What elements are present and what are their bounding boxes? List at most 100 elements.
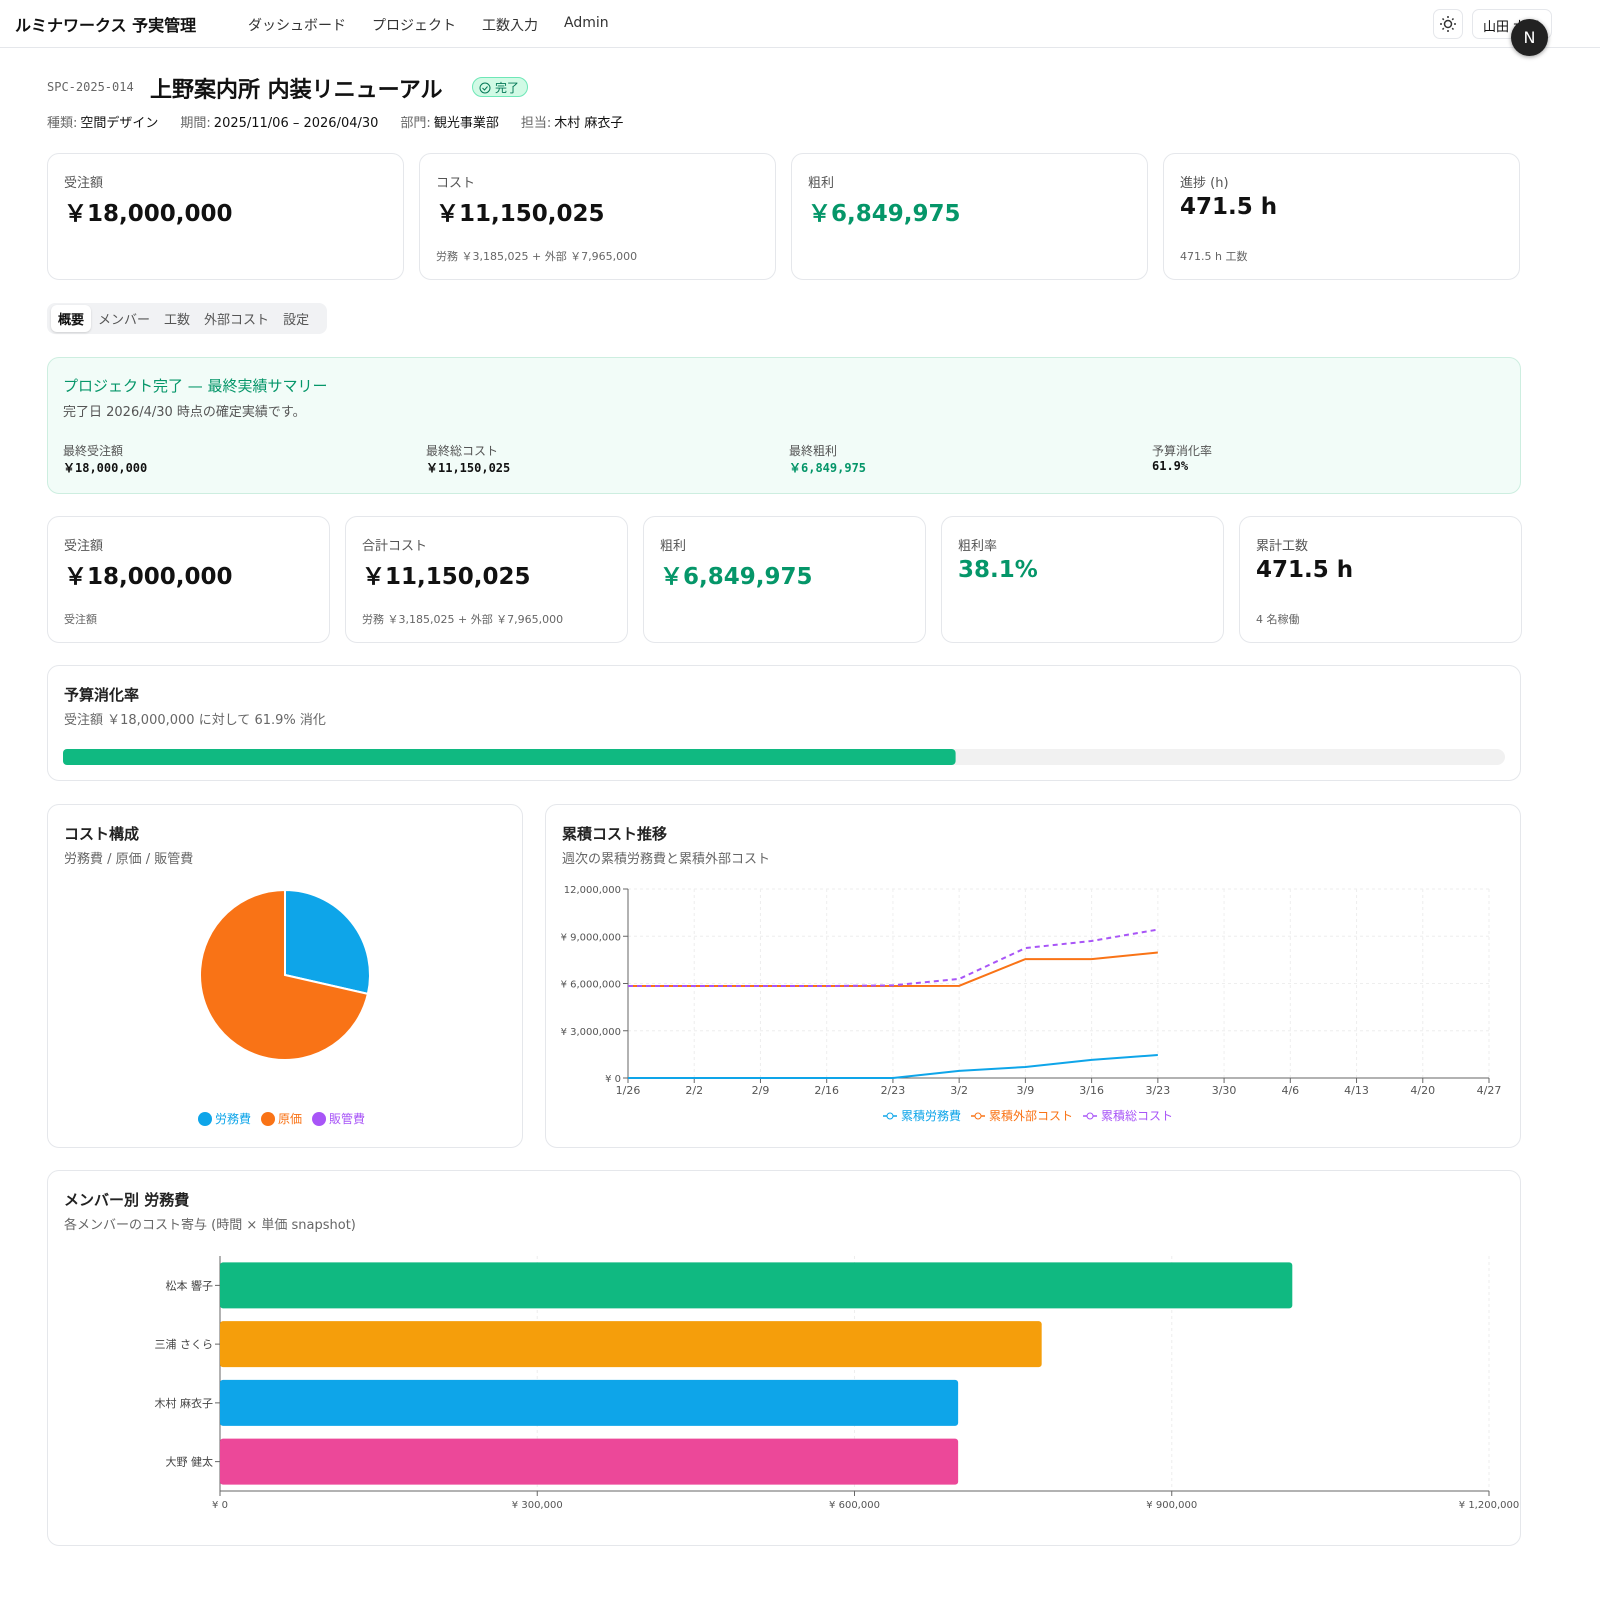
kpi-label: 進捗 (h): [1180, 176, 1229, 191]
line-card: 累積コスト推移 週次の累積労務費と累積外部コスト ¥ 0 ¥ 3,000,000 ¥…: [545, 804, 1521, 1148]
tab[interactable]: 設定: [283, 313, 310, 328]
sun-icon: [1440, 16, 1456, 32]
kpi-note: 4 名稼働: [1256, 613, 1300, 626]
project-title: 上野案内所 内装リニューアル: [150, 78, 443, 103]
bar: [220, 1321, 1042, 1368]
summary-panel: プロジェクト完了 — 最終実績サマリー 完了日 2026/4/30 時点の確定実…: [47, 357, 1521, 494]
kpi-label: 粗利率: [958, 539, 998, 554]
project-meta: 種類: 空間デザイン 期間: 2025/11/06 – 2026/04/30 部門: 観光…: [47, 112, 623, 131]
x-tick-label: ¥ 600,000: [829, 1500, 880, 1511]
budget-bar: [63, 749, 1505, 765]
summary-value: ￥6,849,975: [789, 461, 867, 475]
kpi-card: 累計工数 471.5 h 4 名稼働: [1239, 516, 1522, 643]
nav-bar: ルミナワークス 予実管理 ダッシュボード プロジェクト 工数入力 Admin 山田 太…: [0, 0, 1600, 56]
tab[interactable]: 外部コスト: [204, 313, 270, 328]
kpi-label: 粗利: [808, 176, 835, 191]
bar: [220, 1262, 1293, 1309]
kpi-value: 471.5 h: [1256, 557, 1354, 583]
kpi-card: 粗利率 38.1%: [941, 516, 1224, 643]
meta-item: 担当: 木村 麻衣子: [521, 112, 624, 131]
x-tick-label: 2/16: [814, 1084, 839, 1097]
tab[interactable]: 工数: [164, 313, 191, 328]
legend-label: 累積労務費: [901, 1108, 961, 1123]
kpi-note: 労務 ￥3,185,025 + 外部 ￥7,965,000: [436, 250, 638, 263]
kpi-card: 合計コスト ￥11,150,025 労務 ￥3,185,025 + 外部 ￥7,96…: [345, 516, 628, 643]
kpi-value: 38.1%: [958, 557, 1038, 583]
budget-subtitle: 受注額 ￥18,000,000 に対して 61.9% 消化: [64, 713, 326, 728]
nav-link[interactable]: ダッシュボード: [248, 18, 346, 34]
chart-title: コスト構成: [64, 825, 140, 843]
meta-label: 部門:: [400, 116, 431, 131]
x-tick-label: ¥ 0: [212, 1500, 228, 1511]
chart-subtitle: 労務費 / 原価 / 販管費: [64, 852, 194, 867]
status-text: 完了: [495, 81, 520, 95]
tab[interactable]: 概要: [51, 305, 92, 332]
kpi-label: 粗利: [660, 539, 687, 554]
x-tick-label: 3/16: [1079, 1084, 1104, 1097]
kpi-value: ￥11,150,025: [362, 564, 531, 590]
brand[interactable]: ルミナワークス 予実管理: [15, 16, 197, 35]
tab-bar: 概要 メンバー 工数 外部コスト 設定: [47, 303, 327, 334]
meta-value: 木村 麻衣子: [554, 116, 624, 131]
meta-value: 2025/11/06 – 2026/04/30: [213, 116, 379, 131]
x-tick-label: 3/30: [1212, 1084, 1237, 1097]
legend-dot: [886, 1112, 894, 1120]
meta-item: 種類: 空間デザイン: [47, 112, 158, 131]
y-tick-label: ¥ 9,000,000: [561, 932, 621, 943]
chart-title: メンバー別 労務費: [64, 1191, 190, 1209]
kpi-note: 471.5 h 工数: [1180, 250, 1248, 263]
meta-value: 空間デザイン: [80, 116, 159, 131]
nav-link[interactable]: 工数入力: [482, 18, 538, 34]
x-tick-label: ¥ 900,000: [1146, 1500, 1197, 1511]
kpi-label: 受注額: [64, 176, 104, 191]
legend-label: 累積総コスト: [1101, 1108, 1173, 1123]
nav-link[interactable]: Admin: [564, 15, 609, 31]
pie-card: コスト構成 労務費 / 原価 / 販管費 労務費 原価 販管費: [47, 804, 523, 1148]
meta-label: 期間:: [180, 116, 211, 131]
meta-item: 部門: 観光事業部: [400, 112, 498, 131]
x-tick-label: 4/6: [1281, 1084, 1299, 1097]
budget-card: 予算消化率 受注額 ￥18,000,000 に対して 61.9% 消化: [47, 665, 1521, 781]
legend-swatch: [198, 1112, 212, 1126]
kpi-card: コスト ￥11,150,025 労務 ￥3,185,025 + 外部 ￥7,965,…: [419, 153, 776, 280]
status-badge: 完了: [472, 77, 529, 97]
avatar[interactable]: N: [1511, 19, 1548, 56]
summary-value: ￥18,000,000: [63, 461, 148, 475]
nav-link[interactable]: プロジェクト: [372, 18, 456, 34]
series-line: [628, 1054, 1158, 1079]
tab[interactable]: メンバー: [98, 313, 151, 328]
x-tick-label: 4/27: [1477, 1084, 1502, 1097]
y-tick-label: 松本 響子: [166, 1278, 214, 1292]
kpi-value: ￥6,849,975: [808, 201, 961, 227]
bar: [220, 1379, 959, 1426]
y-tick-label: 大野 健太: [166, 1455, 214, 1469]
chart-subtitle: 各メンバーのコスト寄与 (時間 × 単価 snapshot): [64, 1218, 356, 1233]
x-tick-label: 3/2: [950, 1084, 968, 1097]
x-tick-label: 2/2: [685, 1084, 703, 1097]
kpi-card: 受注額 ￥18,000,000 受注額: [47, 516, 330, 643]
summary-value: 61.9%: [1152, 459, 1189, 473]
kpi-value: ￥18,000,000: [64, 564, 233, 590]
kpi-value: ￥6,849,975: [660, 564, 813, 590]
y-tick-label: 12,000,000: [564, 885, 621, 896]
x-tick-label: 4/20: [1410, 1084, 1435, 1097]
kpi-note: 労務 ￥3,185,025 + 外部 ￥7,965,000: [362, 613, 564, 626]
theme-toggle[interactable]: [1433, 9, 1463, 39]
bar-card: メンバー別 労務費 各メンバーのコスト寄与 (時間 × 単価 snapshot)…: [47, 1170, 1521, 1546]
y-tick-label: 木村 麻衣子: [155, 1396, 214, 1410]
kpi-card: 粗利 ￥6,849,975: [643, 516, 926, 643]
chart-title: 累積コスト推移: [562, 825, 668, 843]
meta-label: 種類:: [47, 116, 78, 131]
legend-label: 累積外部コスト: [989, 1108, 1073, 1123]
kpi-value: 471.5 h: [1180, 194, 1278, 220]
pie-slice: [199, 888, 370, 1061]
bar: [220, 1438, 959, 1485]
summary-label: 最終受注額: [63, 444, 124, 458]
summary-label: 予算消化率: [1152, 444, 1213, 458]
legend-label: 原価: [278, 1112, 302, 1126]
progress-fill: [63, 749, 956, 765]
meta-item: 期間: 2025/11/06 – 2026/04/30: [180, 112, 378, 131]
summary-title: プロジェクト完了 — 最終実績サマリー: [63, 377, 328, 395]
pie-chart: 労務費 原価 販管費: [198, 888, 371, 1126]
